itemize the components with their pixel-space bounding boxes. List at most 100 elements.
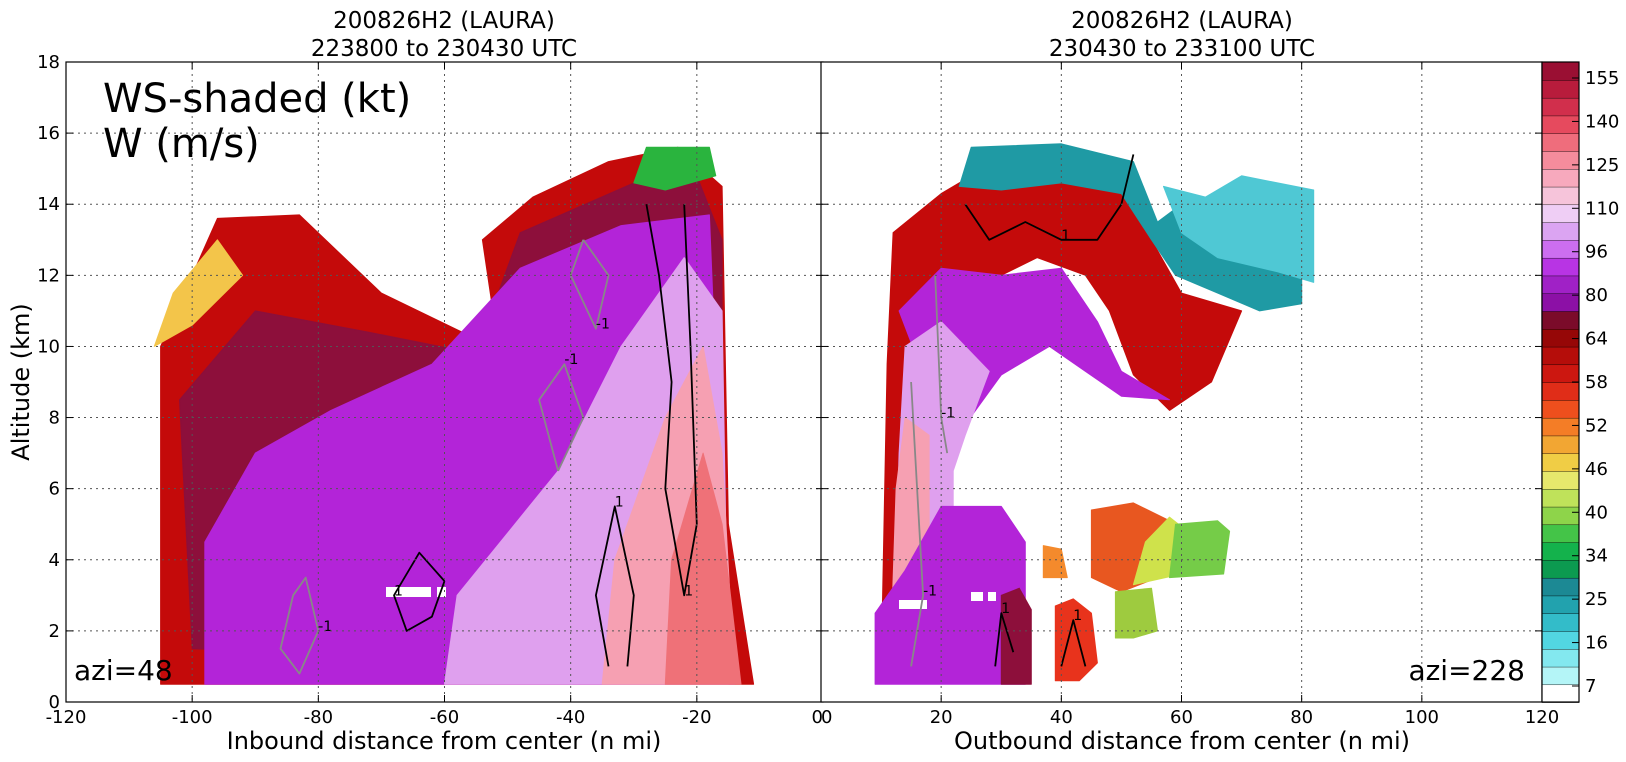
right-panel: 200826H2 (LAURA) 230430 to 233100 UTC 1 1… — [820, 8, 1559, 755]
colorbar-segment — [1541, 630, 1580, 650]
left-contour-label: -1 — [564, 352, 578, 368]
y-tick-label: 10 — [37, 336, 60, 357]
colorbar-segment — [1541, 666, 1580, 686]
right-contour-label: 1 — [1061, 228, 1070, 244]
colorbar-segment — [1541, 541, 1580, 561]
left-region-top-right-green — [633, 146, 717, 191]
colorbar-segment — [1541, 204, 1580, 223]
right-x-tick-label: 0 — [821, 707, 832, 728]
annotation-w: W (m/s) — [103, 121, 260, 167]
left-contour-label: 1 — [615, 494, 624, 510]
right-contour-line — [994, 612, 1015, 667]
left-x-tick-label: -100 — [172, 707, 213, 728]
left-x-tick-label: -20 — [682, 707, 711, 728]
right-x-tick-label: 60 — [1170, 707, 1193, 728]
colorbar-segment — [1541, 381, 1580, 401]
colorbar-tick-label: 40 — [1585, 502, 1608, 523]
colorbar-segment — [1541, 506, 1580, 526]
colorbar-tick-label: 110 — [1585, 198, 1619, 219]
right-missing-strip-3 — [988, 592, 996, 601]
colorbar-segment — [1541, 648, 1580, 668]
colorbar-tick-label: 46 — [1585, 459, 1608, 480]
left-contour-line — [645, 204, 698, 597]
left-x-axis-label: Inbound distance from center (n mi) — [227, 727, 662, 755]
left-x-tick-label: -80 — [304, 707, 333, 728]
colorbar-segment — [1541, 257, 1580, 277]
right-azi-label: azi=228 — [1408, 654, 1525, 687]
colorbar-segment — [1541, 435, 1580, 454]
right-x-tick-label: 100 — [1405, 707, 1439, 728]
colorbar — [1541, 61, 1580, 703]
colorbar-segment — [1541, 150, 1580, 170]
left-contour-label: -1 — [318, 619, 332, 635]
right-x-axis-label: Outbound distance from center (n mi) — [954, 727, 1410, 755]
colorbar-segment — [1541, 559, 1580, 579]
left-title-line1: 200826H2 (LAURA) — [333, 8, 555, 34]
right-x-tick-label: 40 — [1050, 707, 1073, 728]
y-tick-label: 14 — [37, 194, 60, 215]
colorbar-tick-label: 155 — [1585, 68, 1619, 89]
left-contour-label: 1 — [394, 583, 403, 599]
colorbar-segment — [1541, 577, 1580, 597]
colorbar-segment — [1541, 684, 1580, 703]
left-contour-label: -1 — [596, 317, 610, 333]
left-contour-line — [538, 363, 585, 472]
right-contour-line — [1060, 619, 1087, 667]
right-contour-label: 1 — [1073, 608, 1082, 624]
colorbar-tick-label: 64 — [1585, 329, 1608, 350]
colorbar-segment — [1541, 79, 1580, 99]
colorbar-segment — [1541, 239, 1580, 259]
right-region-lower-dark — [1000, 587, 1032, 685]
right-title-line1: 200826H2 (LAURA) — [1071, 8, 1293, 34]
right-contour-label: 1 — [1001, 601, 1010, 617]
right-x-tick-label: 80 — [1290, 707, 1313, 728]
right-ws-shading — [874, 143, 1315, 685]
left-title-line2: 223800 to 230430 UTC — [311, 36, 577, 62]
right-missing-strip — [899, 600, 927, 609]
colorbar-segment — [1541, 221, 1580, 241]
colorbar-tick-label: 34 — [1585, 546, 1608, 567]
y-tick-label: 2 — [49, 621, 60, 642]
colorbar-segment — [1541, 292, 1580, 312]
right-region-blob-lower-green — [1114, 587, 1158, 639]
right-title-line2: 230430 to 233100 UTC — [1049, 36, 1315, 62]
left-azi-label: azi=48 — [74, 654, 173, 687]
y-axis-label: Altitude (km) — [7, 303, 35, 460]
colorbar-tick-label: 140 — [1585, 111, 1619, 132]
colorbar-segment — [1541, 328, 1580, 348]
colorbar-segment — [1541, 132, 1580, 152]
colorbar-segment — [1541, 310, 1580, 330]
left-w-contours: 1 1 1 -1 -1 -1 — [279, 204, 698, 675]
right-missing-data — [899, 592, 996, 609]
left-contour-label: 1 — [684, 583, 693, 599]
right-contour-label: -1 — [941, 406, 955, 422]
colorbar-segment — [1541, 595, 1580, 614]
right-region-blob-red — [1054, 598, 1098, 682]
colorbar-segment — [1541, 115, 1580, 134]
left-x-tick-label: 0 — [812, 707, 823, 728]
left-x-tick-label: -120 — [46, 707, 87, 728]
colorbar-segment — [1541, 399, 1580, 419]
right-region-blob-green — [1169, 520, 1231, 579]
right-grid — [821, 62, 1542, 702]
colorbar-segment — [1541, 417, 1580, 437]
colorbar-ticks: 155 140 125 110 96 80 64 58 52 46 40 34 25 16 7 — [1572, 68, 1619, 697]
left-contour-line — [279, 576, 320, 675]
right-missing-strip-2 — [971, 592, 983, 601]
left-contour-line — [595, 505, 635, 667]
colorbar-segment — [1541, 364, 1580, 383]
colorbar-tick-label: 16 — [1585, 633, 1608, 654]
y-tick-label: 4 — [49, 550, 60, 571]
right-region-teal-light — [1163, 175, 1315, 283]
colorbar-segment — [1541, 186, 1580, 206]
y-tick-label: 8 — [49, 408, 60, 429]
left-missing-strip — [386, 587, 431, 597]
y-tick-label: 0 — [49, 692, 60, 713]
colorbar-segment — [1541, 488, 1580, 508]
left-region-top-left-yellow — [153, 239, 244, 347]
right-x-tick-label: 120 — [1525, 707, 1559, 728]
colorbar-tick-label: 52 — [1585, 415, 1608, 436]
left-plot-area: 1 1 1 -1 -1 -1 — [66, 62, 823, 702]
colorbar-segment — [1541, 524, 1580, 543]
